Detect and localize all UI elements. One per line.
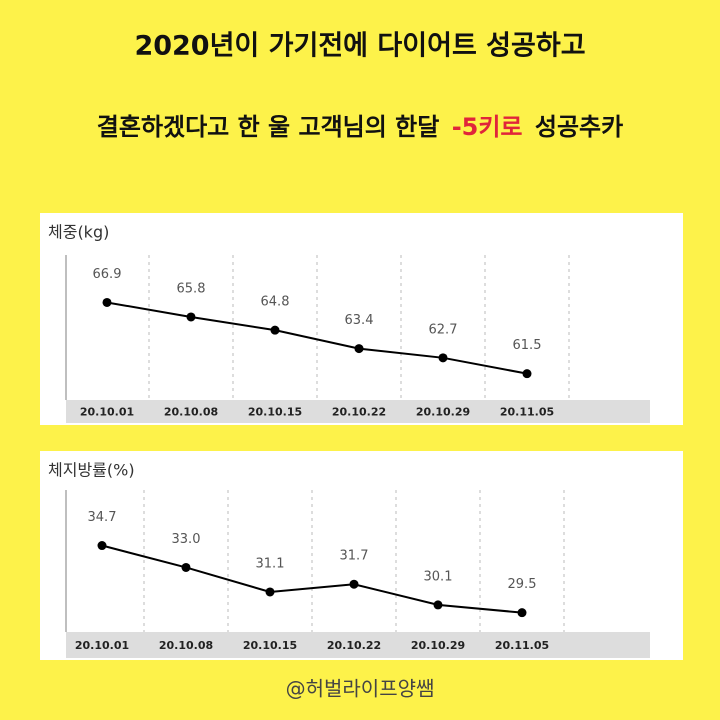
- data-point: [102, 297, 112, 307]
- data-point: [517, 608, 527, 618]
- x-tick-label: 20.10.01: [75, 639, 129, 652]
- data-label: 31.7: [340, 549, 369, 564]
- data-point: [265, 587, 275, 597]
- x-tick-label: 20.10.08: [164, 406, 218, 419]
- x-tick-label: 20.10.22: [332, 406, 386, 419]
- subtitle-part: 성공추카: [535, 113, 623, 141]
- data-label: 30.1: [424, 569, 453, 584]
- x-tick-label: 20.11.05: [495, 639, 549, 652]
- data-point: [522, 369, 532, 379]
- series-line: [106, 301, 528, 375]
- data-point: [181, 562, 191, 572]
- data-label: 64.8: [261, 295, 290, 310]
- subtitle-part: 결혼하겠다고 한 울 고객님의 한달: [97, 113, 440, 141]
- data-label: 29.5: [508, 577, 537, 592]
- x-tick-label: 20.10.22: [327, 639, 381, 652]
- chart-panel: [40, 213, 683, 425]
- x-tick-label: 20.10.29: [411, 639, 465, 652]
- chart-panel: [40, 451, 683, 660]
- data-label: 63.4: [345, 313, 374, 328]
- series-line: [101, 544, 523, 614]
- x-tick-label: 20.10.08: [159, 639, 213, 652]
- x-axis-strip: [66, 400, 650, 423]
- chart-title: 체중(kg): [48, 223, 109, 242]
- chart-title: 체지방률(%): [48, 461, 135, 480]
- x-axis-strip: [66, 632, 650, 658]
- data-point: [349, 579, 359, 589]
- data-label: 66.9: [93, 267, 122, 282]
- x-tick-label: 20.10.01: [80, 406, 134, 419]
- data-label: 34.7: [88, 510, 117, 525]
- watermark: @허벌라이프양쌤: [286, 677, 435, 701]
- x-tick-label: 20.10.29: [416, 406, 470, 419]
- data-label: 31.1: [256, 556, 285, 571]
- x-tick-label: 20.11.05: [500, 406, 554, 419]
- x-tick-label: 20.10.15: [243, 639, 297, 652]
- subtitle-highlight: -5키로: [452, 113, 523, 141]
- data-point: [438, 353, 448, 363]
- data-label: 61.5: [513, 338, 542, 353]
- x-tick-label: 20.10.15: [248, 406, 302, 419]
- data-point: [354, 344, 364, 354]
- title: 2020년이 가기전에 다이어트 성공하고: [134, 31, 585, 62]
- data-point: [433, 600, 443, 610]
- data-point: [186, 312, 196, 322]
- data-point: [97, 541, 107, 551]
- data-label: 65.8: [177, 281, 206, 296]
- data-label: 33.0: [172, 532, 201, 547]
- data-point: [270, 325, 280, 335]
- data-label: 62.7: [429, 322, 458, 337]
- subtitle: 결혼하겠다고 한 울 고객님의 한달 -5키로 성공추카: [97, 113, 623, 141]
